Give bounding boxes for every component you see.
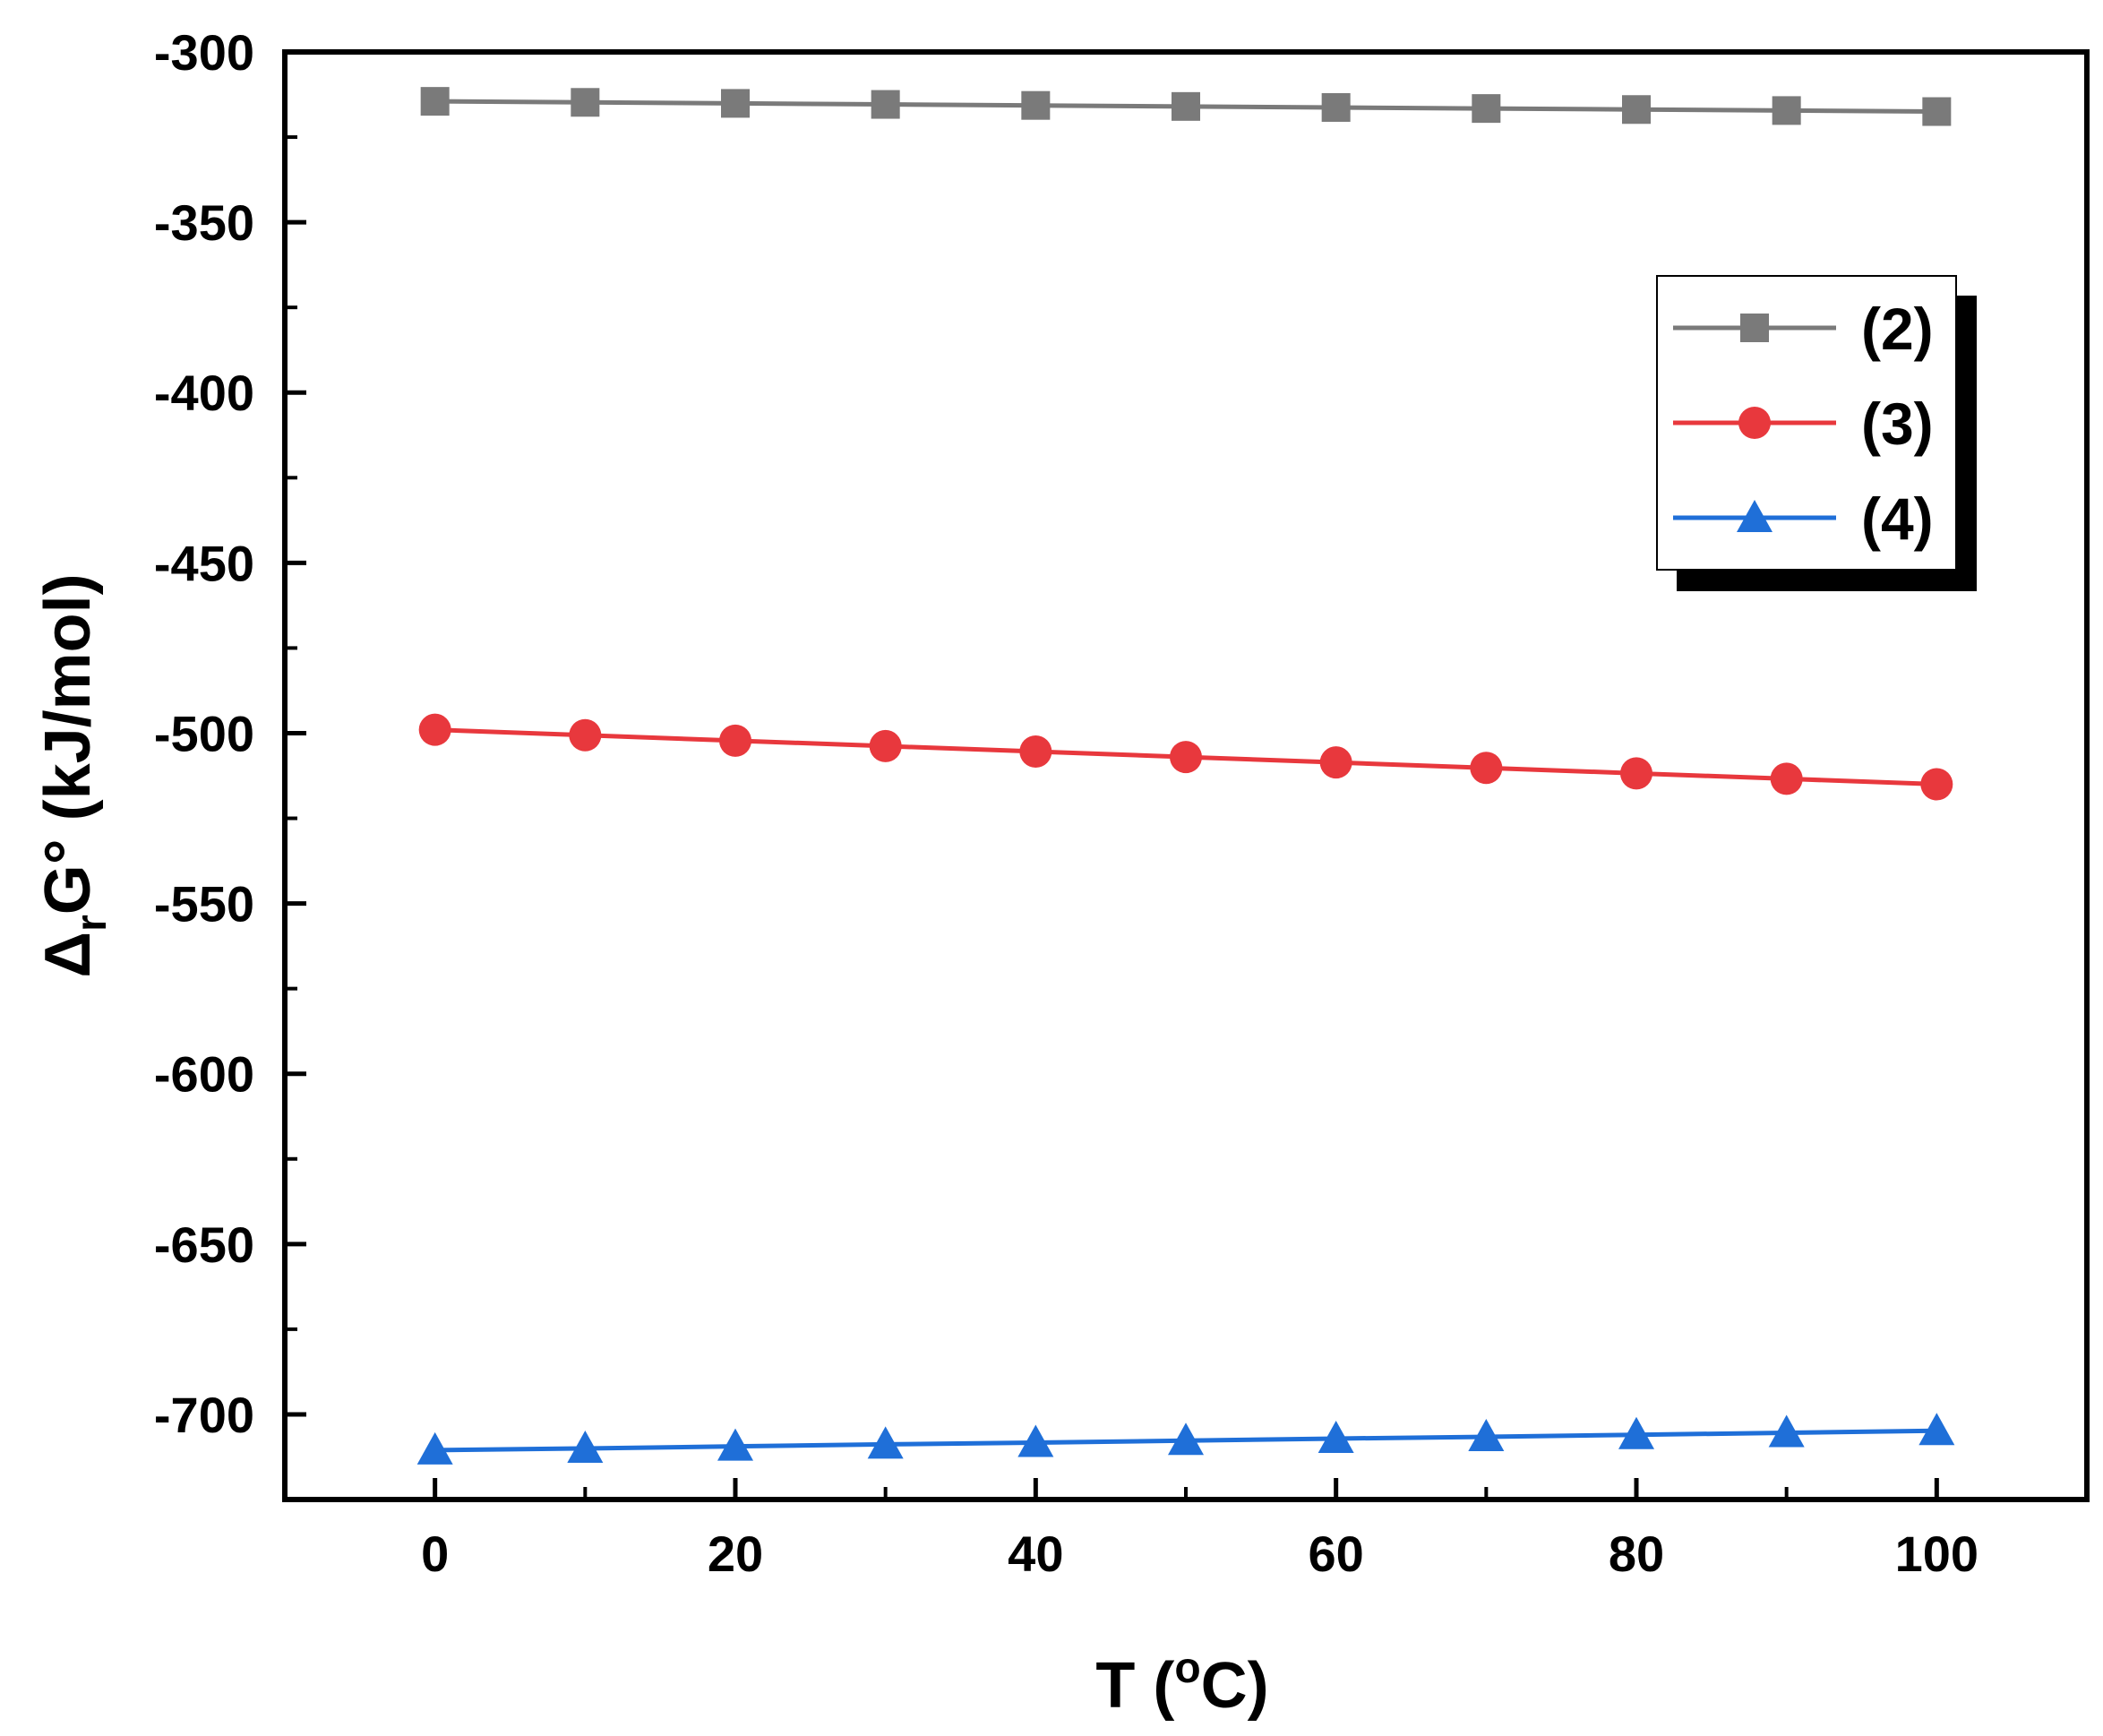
y-axis-ticks: -300 -350 -400 -450 -500 -550 -600 -650 -700 (154, 24, 306, 1443)
minor-ticks (285, 135, 1789, 1500)
data-point (1470, 752, 1503, 785)
y-tick-label: -450 (154, 535, 254, 591)
data-point (1618, 1416, 1654, 1449)
data-point (1768, 1414, 1805, 1448)
data-point (1319, 746, 1352, 779)
y-axis-title-main: G° (kJ/mol) (32, 573, 104, 915)
data-point (867, 1426, 904, 1459)
legend-marker (1738, 407, 1771, 439)
y-axis-title-delta: Δ (32, 932, 104, 978)
data-point (719, 724, 751, 757)
x-tick-label: 60 (1309, 1525, 1364, 1582)
legend: (2) (3) (4) (1656, 275, 1977, 591)
data-point (1772, 96, 1801, 125)
data-point (1920, 768, 1953, 801)
x-axis-title: T (oC) (1095, 1645, 1268, 1722)
data-point (1021, 90, 1051, 120)
data-point (1321, 92, 1351, 122)
y-tick-label: -350 (154, 194, 254, 251)
data-point (869, 729, 902, 762)
legend-item: (2) (1673, 296, 1934, 362)
data-point (567, 1430, 604, 1463)
data-point (717, 1428, 753, 1461)
series-2 (420, 87, 1952, 126)
y-tick-label: -700 (154, 1387, 254, 1443)
data-point (571, 88, 600, 117)
legend-marker (1737, 500, 1773, 532)
x-tick-label: 80 (1609, 1525, 1664, 1582)
y-tick-label: -600 (154, 1046, 254, 1103)
data-point (871, 90, 900, 119)
data-point (1318, 1420, 1354, 1453)
legend-label: (4) (1861, 486, 1934, 552)
x-axis-title-sup: o (1174, 1645, 1200, 1692)
series-3 (418, 713, 1953, 801)
data-point (1172, 91, 1200, 121)
y-axis-title-sub: r (68, 915, 116, 932)
data-point (1922, 97, 1952, 126)
x-tick-label: 20 (708, 1525, 763, 1582)
y-tick-label: -500 (154, 705, 254, 761)
y-tick-label: -550 (154, 876, 254, 932)
data-point (1019, 735, 1052, 769)
x-axis-title-head: T ( (1095, 1650, 1174, 1722)
data-point (1017, 1424, 1054, 1457)
data-point (1620, 757, 1652, 790)
data-point (1468, 1419, 1505, 1452)
legend-marker (1740, 314, 1769, 342)
data-point (416, 1431, 453, 1465)
data-point (1170, 741, 1202, 774)
data-point (1472, 94, 1501, 124)
y-tick-label: -650 (154, 1216, 254, 1273)
x-tick-label: 100 (1895, 1525, 1979, 1582)
legend-items: (2) (3) (4) (1673, 296, 1934, 552)
series-4 (416, 1413, 1955, 1465)
y-tick-label: -400 (154, 365, 254, 421)
y-axis-title: ΔrG° (kJ/mol) (32, 573, 116, 977)
data-point (1622, 95, 1651, 125)
x-axis-title-tail: C) (1201, 1650, 1269, 1722)
legend-item: (3) (1673, 391, 1934, 457)
legend-label: (2) (1861, 296, 1934, 362)
legend-label: (3) (1861, 391, 1934, 457)
data-point (1918, 1413, 1955, 1446)
data-point (420, 87, 450, 116)
x-axis-ticks: 0 20 40 60 80 100 (421, 1478, 1979, 1582)
data-point (721, 89, 750, 118)
x-tick-label: 0 (421, 1525, 449, 1582)
data-point (1168, 1422, 1204, 1456)
x-tick-label: 40 (1008, 1525, 1063, 1582)
legend-item: (4) (1673, 486, 1934, 552)
series-layer (416, 87, 1955, 1465)
y-tick-label: -300 (154, 24, 254, 81)
data-point (1770, 762, 1803, 795)
data-point (569, 718, 602, 752)
data-point (418, 713, 451, 746)
plot-frame (282, 49, 2090, 1502)
